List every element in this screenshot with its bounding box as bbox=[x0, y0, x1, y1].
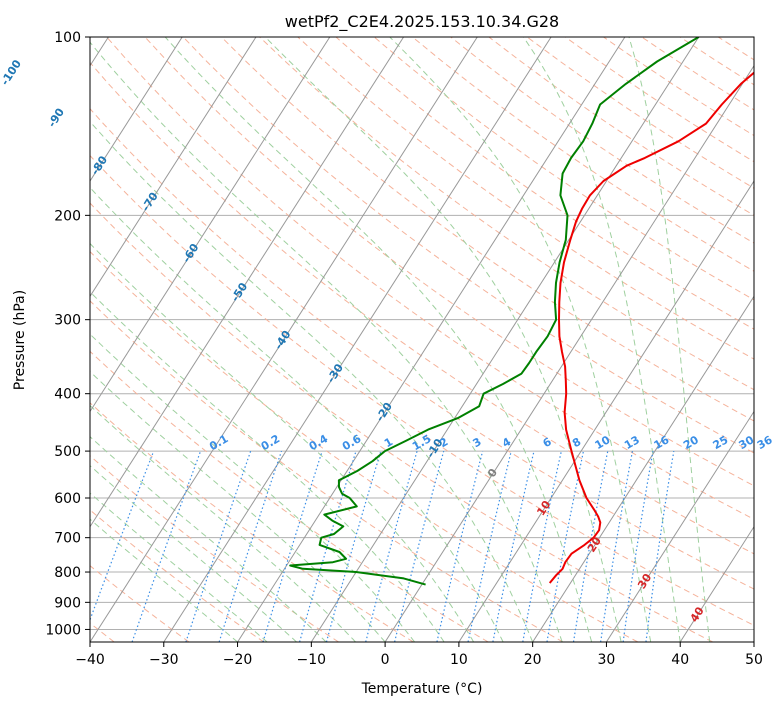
dry-adiabat-line bbox=[373, 37, 754, 301]
x-axis-label: Temperature (°C) bbox=[361, 681, 483, 697]
profile-lines bbox=[289, 37, 754, 586]
moist-adiabat-line bbox=[389, 37, 652, 642]
dry-adiabat-line bbox=[90, 565, 190, 642]
x-tick-label: −10 bbox=[297, 652, 327, 668]
moist-adiabat-line bbox=[90, 120, 534, 642]
isotherm-line bbox=[90, 37, 183, 182]
y-tick-label: 300 bbox=[54, 313, 81, 329]
moist-adiabat-line bbox=[522, 37, 681, 642]
plot-frame bbox=[89, 36, 755, 643]
moist-adiabat-line bbox=[90, 186, 504, 642]
mixing-ratio-line bbox=[365, 450, 418, 642]
moist-adiabat-line bbox=[90, 242, 475, 642]
y-tick-label: 800 bbox=[54, 565, 81, 581]
isotherm-line bbox=[458, 180, 754, 642]
y-tick-label: 400 bbox=[54, 387, 81, 403]
dry-adiabat-line bbox=[90, 202, 713, 642]
isotherm-line bbox=[90, 37, 331, 413]
isotherm-line bbox=[90, 37, 478, 642]
y-tick-label: 100 bbox=[54, 30, 81, 46]
x-tick-label: 0 bbox=[381, 652, 390, 668]
mixing-ratio-line bbox=[622, 451, 654, 642]
dry-adiabat-line bbox=[90, 509, 265, 642]
x-tick-label: 50 bbox=[745, 652, 763, 668]
isotherm-line bbox=[237, 37, 626, 642]
y-tick-label: 900 bbox=[54, 595, 81, 611]
mixing-ratio-line bbox=[645, 451, 675, 642]
moist-adiabat-line bbox=[90, 41, 563, 642]
dewpoint-profile-line bbox=[289, 37, 700, 586]
y-tick-label: 700 bbox=[54, 531, 81, 547]
y-tick-label: 500 bbox=[54, 444, 81, 460]
mixing-ratio-line bbox=[262, 450, 323, 642]
x-tick-label: −40 bbox=[75, 652, 105, 668]
mixing-ratio-line bbox=[394, 450, 445, 642]
moist-adiabat-line bbox=[90, 370, 386, 642]
dry-adiabat-line bbox=[90, 455, 339, 642]
mixing-ratio-line bbox=[467, 450, 512, 642]
chart-title: wetPf2_C2E4.2025.153.10.34.G28 bbox=[285, 12, 559, 32]
mixing-ratio-line bbox=[185, 450, 252, 642]
dry-adiabat-line bbox=[90, 61, 754, 555]
dry-adiabat-line bbox=[90, 350, 489, 642]
y-axis-label: Pressure (hPa) bbox=[12, 290, 28, 390]
moist-adiabat-line bbox=[90, 333, 415, 642]
mixing-ratio-line bbox=[492, 450, 535, 642]
isotherm-line bbox=[605, 410, 754, 642]
dry-adiabat-line bbox=[182, 37, 754, 454]
dry-adiabat-line bbox=[106, 37, 754, 520]
y-tick-label: 1000 bbox=[45, 622, 81, 638]
x-tick-label: −30 bbox=[149, 652, 179, 668]
moist-adiabat-line bbox=[90, 492, 268, 642]
x-tick-label: 40 bbox=[671, 652, 689, 668]
dry-adiabat-line bbox=[90, 154, 754, 626]
moist-adiabat-line bbox=[628, 37, 711, 642]
moist-adiabat-line bbox=[264, 37, 622, 642]
x-tick-label: 30 bbox=[598, 652, 616, 668]
mixing-ratio-line bbox=[325, 450, 382, 642]
dry-adiabat-line bbox=[90, 250, 639, 642]
dry-adiabat-line bbox=[90, 300, 564, 642]
mixing-ratio-line bbox=[218, 450, 283, 642]
moist-adiabat-line bbox=[90, 291, 445, 642]
moist-adiabat-line bbox=[164, 37, 593, 642]
dry-adiabat-line bbox=[90, 107, 754, 590]
mixing-ratio-line bbox=[131, 450, 202, 642]
isotherm-line bbox=[384, 64, 754, 642]
x-tick-label: −20 bbox=[223, 652, 253, 668]
y-tick-label: 200 bbox=[54, 208, 81, 224]
mixing-ratio-line bbox=[436, 450, 484, 642]
x-tick-label: 20 bbox=[524, 652, 542, 668]
moist-adiabat-line bbox=[90, 404, 356, 642]
dry-adiabat-line bbox=[221, 37, 754, 422]
isotherm-line bbox=[90, 37, 257, 298]
isotherm-line bbox=[163, 37, 552, 642]
x-tick-label: 10 bbox=[450, 652, 468, 668]
axis-ticks: −40 −30 −20 −10 0 10 20 30 40 50 100 200 300 400 500 60… bbox=[45, 30, 763, 668]
moist-adiabat-line bbox=[90, 465, 297, 642]
isotherm-line bbox=[90, 37, 405, 528]
isotherm-line bbox=[310, 37, 700, 642]
isotherm-line bbox=[679, 525, 754, 642]
dry-adiabat-line bbox=[259, 37, 754, 391]
isotherm-line bbox=[532, 295, 754, 642]
y-tick-label: 600 bbox=[54, 491, 81, 507]
temperature-profile-line bbox=[548, 71, 754, 584]
moist-adiabat-line bbox=[90, 436, 327, 642]
